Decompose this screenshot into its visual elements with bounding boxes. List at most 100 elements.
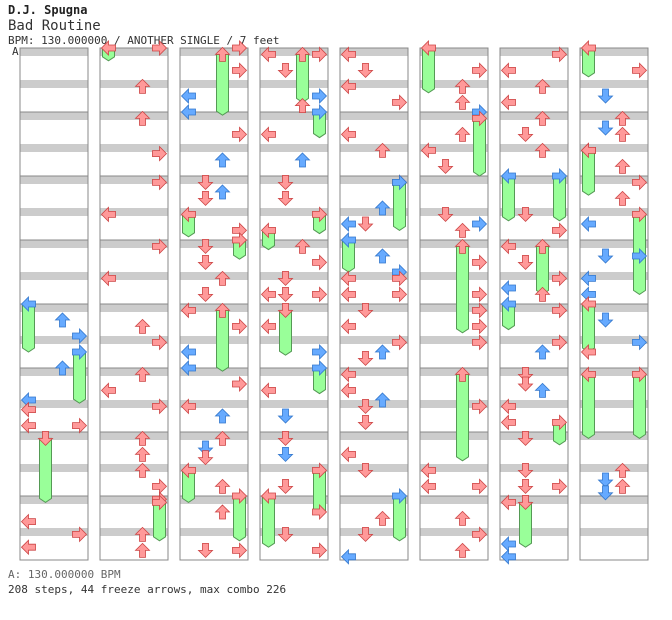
down-arrow-icon bbox=[597, 485, 614, 501]
up-arrow-icon bbox=[374, 200, 391, 216]
stripe bbox=[180, 144, 248, 152]
stripe bbox=[260, 208, 328, 216]
bpm-legend: A: 130.000000 BPM bbox=[8, 568, 121, 581]
stripe bbox=[580, 112, 648, 120]
right-arrow-icon bbox=[232, 318, 248, 335]
up-arrow-icon bbox=[214, 270, 231, 286]
right-arrow-icon bbox=[232, 62, 248, 79]
left-arrow-icon bbox=[340, 46, 356, 63]
right-arrow-icon bbox=[472, 254, 488, 271]
stripe bbox=[180, 208, 248, 216]
stripe bbox=[500, 272, 568, 280]
stripe bbox=[580, 48, 648, 56]
stripe bbox=[420, 304, 488, 312]
left-arrow-icon bbox=[340, 382, 356, 399]
down-arrow-icon bbox=[597, 472, 614, 488]
up-arrow-icon bbox=[214, 302, 231, 318]
column-frame bbox=[99, 47, 169, 561]
up-arrow-icon bbox=[534, 382, 551, 398]
stripe bbox=[500, 80, 568, 88]
left-arrow-icon bbox=[580, 366, 596, 383]
left-arrow-icon bbox=[180, 104, 196, 120]
stripe bbox=[420, 336, 488, 344]
left-arrow-icon bbox=[500, 238, 516, 255]
right-arrow-icon bbox=[392, 286, 408, 303]
stripe bbox=[340, 48, 408, 56]
stripe bbox=[260, 400, 328, 408]
stripe bbox=[580, 240, 648, 248]
stripe bbox=[180, 464, 248, 472]
stripe bbox=[100, 112, 168, 120]
down-arrow-icon bbox=[277, 302, 294, 318]
up-arrow-icon bbox=[134, 110, 151, 126]
right-arrow-icon bbox=[232, 488, 248, 504]
down-arrow-icon bbox=[197, 543, 214, 558]
right-arrow-icon bbox=[392, 334, 408, 351]
stripe bbox=[20, 144, 88, 152]
column-frame bbox=[19, 47, 89, 561]
down-arrow-icon bbox=[37, 430, 54, 446]
freeze-arrow bbox=[456, 245, 469, 334]
stripe bbox=[260, 80, 328, 88]
stripe bbox=[500, 208, 568, 216]
left-arrow-icon bbox=[180, 462, 196, 479]
stripe bbox=[340, 80, 408, 88]
down-arrow-icon bbox=[197, 286, 214, 302]
right-arrow-icon bbox=[72, 344, 88, 360]
stripe bbox=[340, 464, 408, 472]
chart-column bbox=[339, 46, 409, 565]
right-arrow-icon bbox=[632, 206, 648, 223]
stripe bbox=[580, 336, 648, 344]
up-arrow-icon bbox=[134, 526, 151, 542]
down-arrow-icon bbox=[277, 190, 294, 206]
left-arrow-icon bbox=[500, 398, 516, 415]
right-arrow-icon bbox=[632, 62, 648, 79]
down-arrow-icon bbox=[357, 527, 374, 542]
up-arrow-icon bbox=[294, 152, 311, 168]
up-arrow-icon bbox=[374, 392, 391, 408]
stripe bbox=[20, 240, 88, 248]
stripe bbox=[340, 272, 408, 280]
right-arrow-icon bbox=[72, 526, 88, 543]
up-arrow-icon bbox=[454, 78, 471, 94]
up-arrow-icon bbox=[534, 142, 551, 158]
down-arrow-icon bbox=[597, 120, 614, 136]
right-arrow-icon bbox=[472, 110, 488, 127]
right-arrow-icon bbox=[552, 222, 568, 239]
notes bbox=[580, 40, 648, 501]
down-arrow-icon bbox=[197, 174, 214, 190]
stripe bbox=[340, 112, 408, 120]
left-arrow-icon bbox=[500, 548, 516, 565]
stripe bbox=[20, 336, 88, 344]
down-arrow-icon bbox=[597, 88, 614, 104]
left-arrow-icon bbox=[500, 62, 516, 79]
left-arrow-icon bbox=[100, 382, 116, 399]
up-arrow-icon bbox=[54, 312, 71, 328]
column-frame bbox=[499, 47, 569, 561]
freeze-arrow bbox=[633, 373, 646, 440]
stripe bbox=[20, 400, 88, 408]
left-arrow-icon bbox=[340, 232, 356, 248]
stripe bbox=[100, 144, 168, 152]
right-arrow-icon bbox=[472, 62, 488, 79]
right-arrow-icon bbox=[312, 104, 328, 120]
up-arrow-icon bbox=[534, 238, 551, 254]
stripe bbox=[420, 464, 488, 472]
freeze-arrow bbox=[262, 495, 275, 548]
up-arrow-icon bbox=[614, 110, 631, 126]
right-arrow-icon bbox=[72, 417, 88, 434]
left-arrow-icon bbox=[180, 88, 196, 104]
left-arrow-icon bbox=[260, 222, 276, 239]
right-arrow-icon bbox=[232, 40, 248, 56]
right-arrow-icon bbox=[392, 174, 408, 191]
stripe bbox=[580, 144, 648, 152]
notes bbox=[100, 40, 168, 558]
stripe bbox=[420, 144, 488, 152]
right-arrow-icon bbox=[232, 376, 248, 392]
right-arrow-icon bbox=[472, 302, 488, 319]
stripe bbox=[580, 304, 648, 312]
right-arrow-icon bbox=[312, 206, 328, 223]
chart-meta: BPM: 130.000000 / ANOTHER SINGLE / 7 fee… bbox=[8, 34, 280, 47]
right-arrow-icon bbox=[312, 46, 328, 63]
right-arrow-icon bbox=[552, 46, 568, 63]
